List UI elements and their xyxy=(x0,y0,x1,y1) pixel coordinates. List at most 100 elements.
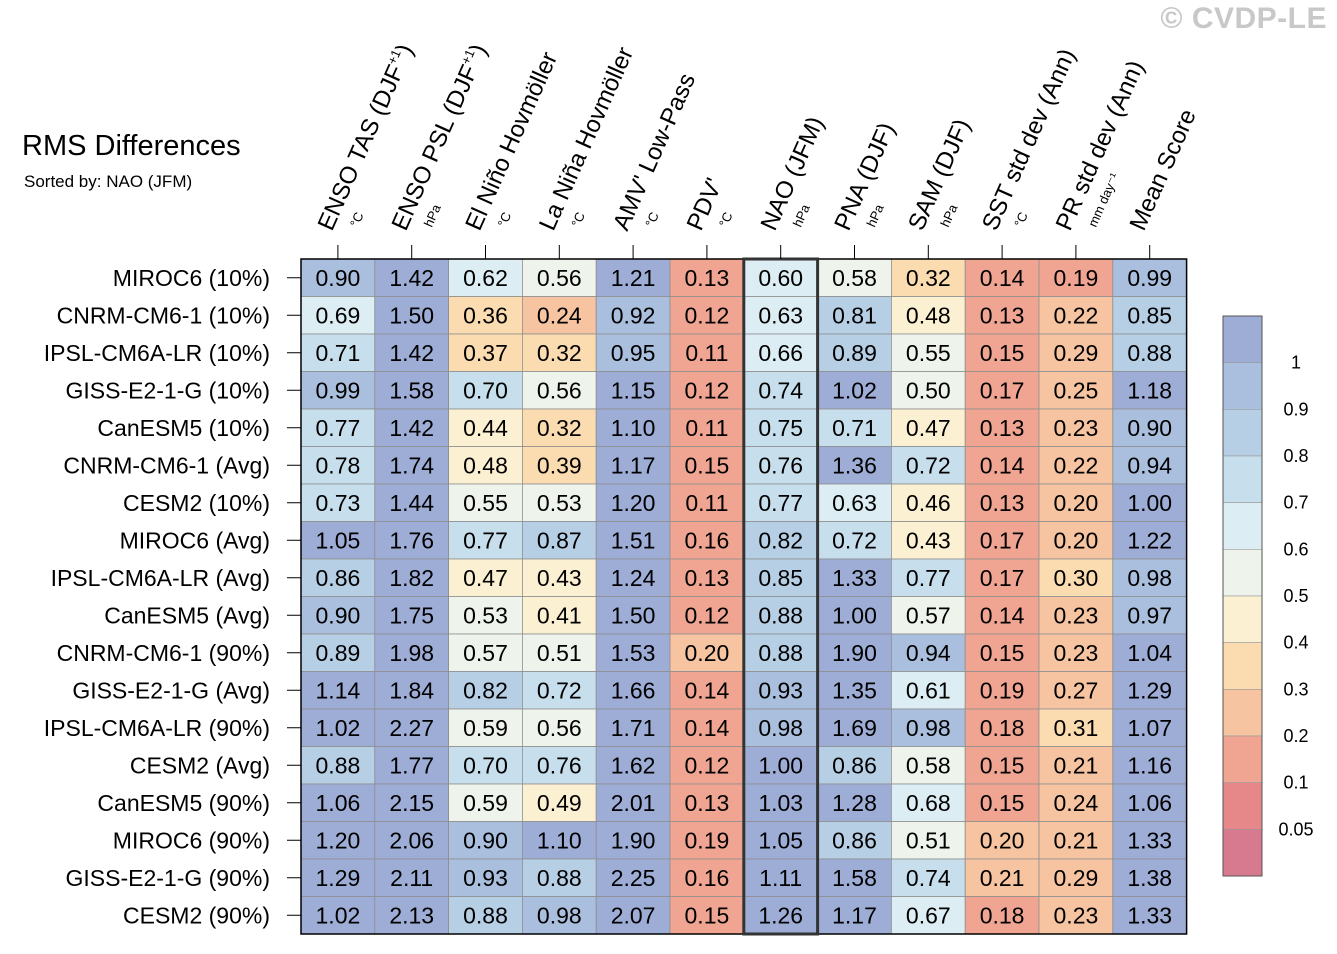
chart-title: RMS Differences xyxy=(22,130,241,162)
cell-value: 0.53 xyxy=(537,490,582,516)
heatmap-cell xyxy=(522,858,597,897)
cell-value: 1.77 xyxy=(389,752,434,778)
cell-value: 0.43 xyxy=(537,565,582,591)
cell-value: 0.23 xyxy=(1054,602,1099,628)
cell-value: 0.73 xyxy=(316,490,361,516)
cell-value: 0.23 xyxy=(1054,640,1099,666)
cell-value: 0.62 xyxy=(463,265,508,291)
cell-value: 0.88 xyxy=(463,902,508,928)
cell-value: 0.21 xyxy=(1054,752,1099,778)
heatmap-cell xyxy=(1038,446,1114,485)
cell-value: 0.86 xyxy=(316,565,361,591)
cell-value: 0.82 xyxy=(758,527,803,553)
heatmap-cell xyxy=(448,483,523,522)
cell-value: 1.05 xyxy=(316,527,361,553)
colorbar-swatch xyxy=(1222,829,1263,877)
heatmap-cell xyxy=(448,596,523,635)
colorbar-tick-label: 1 xyxy=(1291,353,1301,373)
heatmap-cell xyxy=(374,558,449,597)
cell-value: 0.88 xyxy=(537,865,582,891)
row-label: GISS-E2-1-G (Avg) xyxy=(72,677,270,703)
cell-value: 0.82 xyxy=(463,677,508,703)
cell-value: 1.20 xyxy=(611,490,656,516)
cell-value: 0.46 xyxy=(906,490,951,516)
heatmap-cell xyxy=(743,708,818,747)
heatmap-cell xyxy=(964,633,1040,672)
heatmap-cell xyxy=(1112,896,1188,935)
heatmap-cell xyxy=(964,483,1040,522)
heatmap-cell xyxy=(964,333,1040,372)
cell-value: 1.14 xyxy=(316,677,361,703)
heatmap-cell xyxy=(891,558,966,597)
heatmap-cell xyxy=(1112,671,1188,710)
cell-value: 0.32 xyxy=(537,415,582,441)
cell-value: 0.32 xyxy=(906,265,951,291)
heatmap-cell xyxy=(891,483,966,522)
cell-value: 1.10 xyxy=(537,827,582,853)
row-label: MIROC6 (90%) xyxy=(113,827,270,853)
heatmap-cell xyxy=(448,333,523,372)
row-label: CESM2 (90%) xyxy=(123,902,270,928)
heatmap-cell xyxy=(374,408,449,447)
heatmap-cell xyxy=(300,483,376,522)
heatmap-cell xyxy=(964,783,1040,822)
heatmap-cell xyxy=(669,633,745,672)
cell-value: 0.93 xyxy=(758,677,803,703)
cell-value: 0.99 xyxy=(1127,265,1172,291)
heatmap-cell xyxy=(595,446,671,485)
colorbar-swatch xyxy=(1222,735,1263,783)
cell-value: 0.89 xyxy=(832,340,877,366)
colorbar-swatch xyxy=(1222,362,1263,410)
cell-value: 0.51 xyxy=(537,640,582,666)
cell-value: 0.98 xyxy=(537,902,582,928)
cell-value: 1.82 xyxy=(389,565,434,591)
heatmap-cell xyxy=(817,783,892,822)
cell-value: 0.44 xyxy=(463,415,508,441)
cell-value: 0.14 xyxy=(980,602,1025,628)
heatmap-cell xyxy=(448,558,523,597)
cell-value: 0.87 xyxy=(537,527,582,553)
cell-value: 1.58 xyxy=(832,865,877,891)
colorbar-tick-label: 0.8 xyxy=(1283,446,1308,466)
cell-value: 0.20 xyxy=(685,640,730,666)
heatmap-cell xyxy=(817,446,892,485)
cell-value: 0.74 xyxy=(906,865,951,891)
heatmap-cell xyxy=(595,746,671,785)
row-label: CESM2 (Avg) xyxy=(130,752,270,778)
heatmap-cell xyxy=(1112,708,1188,747)
cell-value: 0.13 xyxy=(980,415,1025,441)
colorbar-swatch xyxy=(1222,595,1263,643)
colorbar-tick-label: 0.9 xyxy=(1283,399,1308,419)
cell-value: 0.19 xyxy=(685,827,730,853)
cell-value: 0.97 xyxy=(1127,602,1172,628)
colorbar-swatch xyxy=(1222,455,1263,503)
cell-value: 0.39 xyxy=(537,452,582,478)
column-unit: °C xyxy=(568,210,588,229)
heatmap-cell xyxy=(964,671,1040,710)
heatmap-cell xyxy=(1038,296,1114,335)
cell-value: 1.66 xyxy=(611,677,656,703)
column-unit: °C xyxy=(347,210,367,229)
cell-value: 1.02 xyxy=(316,902,361,928)
heatmap-cell xyxy=(891,408,966,447)
cell-value: 0.70 xyxy=(463,377,508,403)
cell-value: 1.69 xyxy=(832,715,877,741)
cell-value: 1.00 xyxy=(758,752,803,778)
cell-value: 1.58 xyxy=(389,377,434,403)
heatmap-cell xyxy=(448,296,523,335)
colorbar-tick-label: 0.5 xyxy=(1283,586,1308,606)
heatmap-cell xyxy=(964,858,1040,897)
row-label: IPSL-CM6A-LR (Avg) xyxy=(51,565,270,591)
cell-value: 1.44 xyxy=(389,490,434,516)
colorbar-tick-label: 0.3 xyxy=(1283,679,1308,699)
cell-value: 0.77 xyxy=(758,490,803,516)
cell-value: 0.29 xyxy=(1054,340,1099,366)
cell-value: 0.11 xyxy=(685,415,728,441)
colorbar-tick-label: 0.4 xyxy=(1283,633,1308,653)
heatmap-cell xyxy=(1038,521,1114,560)
cell-value: 0.71 xyxy=(316,340,361,366)
heatmap-cell xyxy=(891,783,966,822)
heatmap-cell xyxy=(448,371,523,410)
heatmap-cell xyxy=(522,633,597,672)
